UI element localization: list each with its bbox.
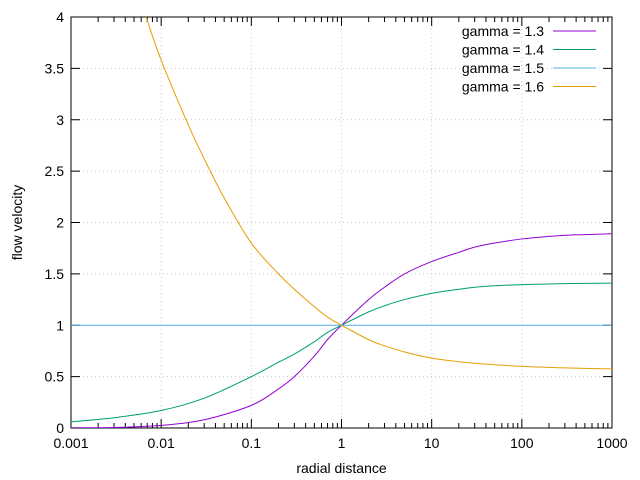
legend-label: gamma = 1.6 xyxy=(462,79,544,95)
y-tick-label: 3 xyxy=(56,112,64,128)
y-tick-label: 2 xyxy=(56,215,64,231)
series-group xyxy=(71,17,612,428)
legend-label: gamma = 1.5 xyxy=(462,60,544,76)
x-tick-label: 0.01 xyxy=(148,435,175,451)
x-tick-label: 100 xyxy=(510,435,534,451)
legend-label: gamma = 1.4 xyxy=(462,42,544,58)
x-tick-label: 1000 xyxy=(596,435,627,451)
x-tick-label: 0.001 xyxy=(53,435,88,451)
x-tick-label: 0.1 xyxy=(242,435,262,451)
y-tick-label: 4 xyxy=(56,9,64,25)
x-tick-label: 10 xyxy=(424,435,440,451)
grid xyxy=(71,17,612,428)
y-tick-label: 0 xyxy=(56,420,64,436)
y-tick-label: 2.5 xyxy=(45,163,65,179)
legend: gamma = 1.3 gamma = 1.4 gamma = 1.5 gamma =… xyxy=(462,23,596,95)
y-tick-label: 3.5 xyxy=(45,60,65,76)
y-axis-title: flow velocity xyxy=(9,185,25,260)
x-axis-title: radial distance xyxy=(296,460,386,476)
y-tick-label: 0.5 xyxy=(45,369,65,385)
ticks: 0.001 0.01 0.1 1 10 100 1000 0 0.5 1 1.5 2 2.5 3 3.5 4 xyxy=(45,9,628,451)
series-line-2 xyxy=(71,282,612,423)
legend-label: gamma = 1.3 xyxy=(462,23,544,39)
series-line-1 xyxy=(71,233,612,428)
y-tick-label: 1 xyxy=(56,317,64,333)
y-tick-label: 1.5 xyxy=(45,266,65,282)
series-line-4 xyxy=(145,17,612,370)
x-tick-label: 1 xyxy=(338,435,346,451)
